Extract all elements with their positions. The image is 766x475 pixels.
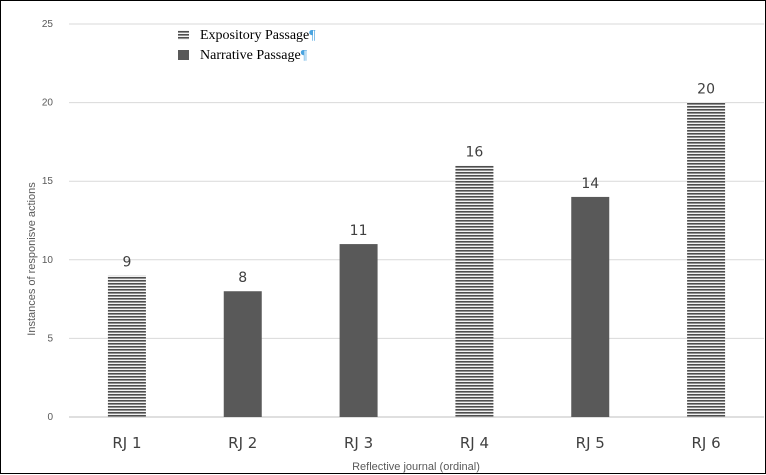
category-labels: RJ 1 RJ 2 RJ 3 RJ 4 RJ 5 RJ 6 [112, 434, 720, 452]
y-tick-label: 25 [42, 19, 54, 30]
data-label: 9 [122, 255, 131, 271]
bar-rj-2 [223, 291, 262, 417]
legend-swatch-expository [178, 30, 189, 40]
bar-rj-1 [107, 275, 146, 417]
legend-pilcrow-narrative: ¶ [301, 48, 308, 63]
legend-text-expository: Expository Passage [200, 28, 309, 43]
y-tick-label: 10 [42, 255, 54, 266]
category-label: RJ 2 [228, 434, 257, 452]
data-label: 20 [697, 82, 715, 98]
legend-swatch-narrative [178, 50, 189, 60]
legend-pilcrow-expository: ¶ [309, 28, 316, 43]
y-tick-label: 20 [42, 98, 54, 109]
y-tick-label: 5 [47, 333, 53, 344]
category-label: RJ 3 [344, 434, 373, 452]
y-axis-ticks: 0 5 10 15 20 25 [42, 19, 54, 423]
legend: Expository Passage¶ Narrative Passage¶ [178, 28, 316, 63]
data-label: 8 [238, 270, 247, 286]
data-label: 11 [350, 223, 368, 239]
bars [107, 102, 726, 417]
legend-text-narrative: Narrative Passage [200, 48, 301, 63]
x-axis-label: Reflective journal (ordinal) [352, 461, 480, 473]
legend-label-expository: Expository Passage¶ [200, 28, 316, 43]
y-tick-label: 15 [42, 176, 54, 187]
y-tick-label: 0 [47, 412, 53, 423]
category-label: RJ 4 [460, 434, 489, 452]
bar-rj-5 [571, 196, 610, 417]
data-label: 16 [466, 144, 484, 160]
category-label: RJ 6 [691, 434, 720, 452]
bar-rj-6 [687, 102, 726, 417]
bar-rj-3 [339, 244, 378, 417]
data-labels: 9 8 11 16 14 20 [122, 82, 715, 287]
category-label: RJ 5 [576, 434, 605, 452]
category-label: RJ 1 [112, 434, 141, 452]
y-axis-label: Instances of responisve actions [26, 182, 38, 336]
gridlines [69, 23, 764, 339]
bar-rj-4 [455, 165, 494, 417]
legend-label-narrative: Narrative Passage¶ [200, 48, 308, 63]
data-label: 14 [581, 176, 599, 192]
